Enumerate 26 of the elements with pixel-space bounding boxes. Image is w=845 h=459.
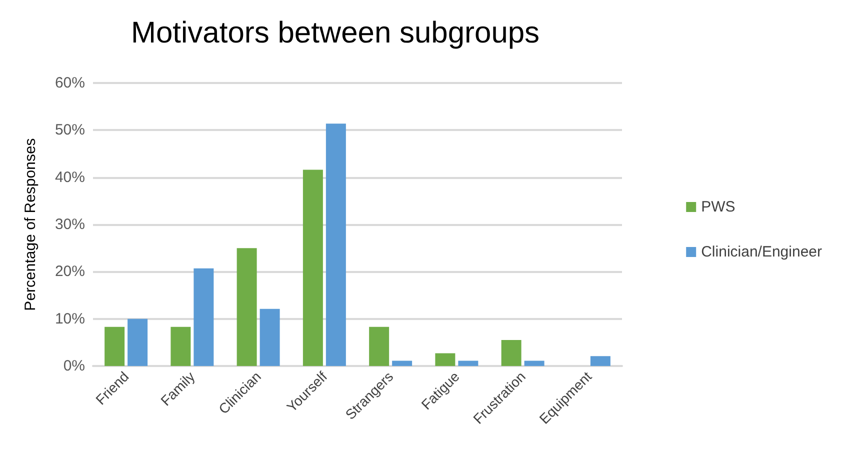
bar bbox=[392, 360, 412, 366]
legend-label: PWS bbox=[701, 198, 736, 216]
y-tick-label: 60% bbox=[54, 74, 85, 92]
y-tick-label: 30% bbox=[54, 216, 85, 233]
legend-label: Clinician/Engineer bbox=[701, 244, 822, 260]
bar bbox=[369, 326, 390, 366]
bar bbox=[302, 170, 323, 366]
y-tick-label: 0% bbox=[63, 358, 85, 374]
bar bbox=[501, 340, 522, 366]
bar bbox=[194, 268, 214, 366]
bar bbox=[458, 360, 478, 366]
bar bbox=[128, 318, 148, 366]
chart-title: Motivators between subgroups bbox=[131, 16, 540, 50]
bar bbox=[236, 248, 257, 366]
y-tick-label: 10% bbox=[54, 310, 85, 328]
bar bbox=[326, 124, 346, 366]
bar bbox=[260, 308, 280, 366]
bar bbox=[104, 326, 125, 366]
bar bbox=[524, 360, 544, 366]
y-axis-title: Percentage of Responses bbox=[22, 138, 39, 311]
bar bbox=[170, 326, 191, 366]
y-tick-label: 50% bbox=[54, 122, 85, 139]
bar bbox=[590, 356, 610, 366]
bar bbox=[435, 353, 456, 366]
y-tick-label: 20% bbox=[54, 263, 85, 280]
y-tick-label: 40% bbox=[54, 168, 85, 186]
